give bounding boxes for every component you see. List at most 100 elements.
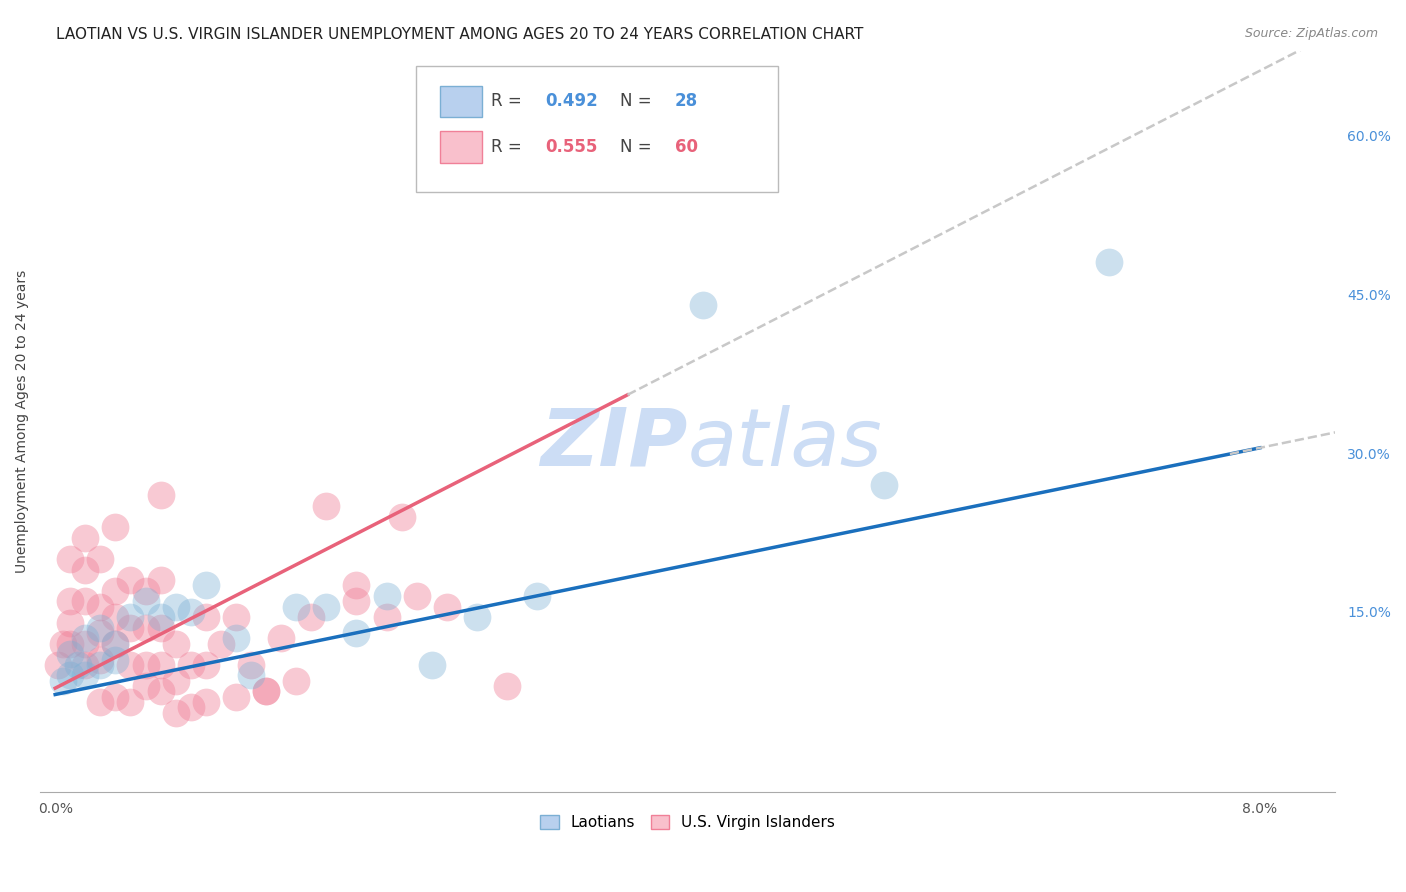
Point [315, 599, 337, 614]
Text: R =: R = [491, 92, 527, 110]
Text: 0.492: 0.492 [546, 92, 598, 110]
Point [104, 520, 127, 534]
Point [405, 589, 427, 603]
Point [344, 594, 367, 608]
Point [165, 673, 187, 688]
Point [75, 563, 97, 577]
Point [104, 637, 127, 651]
Text: R =: R = [491, 138, 527, 156]
Point [75, 632, 97, 646]
Point [52, 673, 75, 688]
Point [149, 573, 172, 587]
Point [89, 652, 111, 666]
Point [254, 684, 277, 698]
Point [75, 657, 97, 672]
Point [344, 626, 367, 640]
Point [89, 695, 111, 709]
Point [52, 637, 75, 651]
Point [375, 589, 398, 603]
Point [104, 610, 127, 624]
Point [120, 573, 142, 587]
Point [436, 599, 458, 614]
Point [149, 488, 172, 502]
Point [180, 605, 202, 619]
Point [149, 657, 172, 672]
Point [225, 610, 247, 624]
Text: 28: 28 [675, 92, 697, 110]
Point [59, 615, 82, 630]
Point [285, 599, 308, 614]
Point [75, 594, 97, 608]
Point [165, 599, 187, 614]
Text: N =: N = [620, 92, 657, 110]
Point [194, 657, 217, 672]
Point [165, 706, 187, 720]
Point [59, 668, 82, 682]
Point [149, 610, 172, 624]
Point [135, 621, 157, 635]
Point [375, 610, 398, 624]
Point [254, 684, 277, 698]
Text: LAOTIAN VS U.S. VIRGIN ISLANDER UNEMPLOYMENT AMONG AGES 20 TO 24 YEARS CORRELATI: LAOTIAN VS U.S. VIRGIN ISLANDER UNEMPLOY… [56, 27, 863, 42]
Point [59, 637, 82, 651]
Text: 60: 60 [675, 138, 697, 156]
Point [315, 499, 337, 513]
Point [225, 632, 247, 646]
Text: Source: ZipAtlas.com: Source: ZipAtlas.com [1244, 27, 1378, 40]
Point [526, 589, 548, 603]
Point [225, 690, 247, 704]
Point [194, 610, 217, 624]
Point [89, 599, 111, 614]
Point [75, 637, 97, 651]
Point [194, 578, 217, 592]
Point [180, 657, 202, 672]
Point [135, 594, 157, 608]
Point [149, 621, 172, 635]
Point [89, 552, 111, 566]
Point [165, 637, 187, 651]
Point [299, 610, 322, 624]
Point [89, 621, 111, 635]
Point [285, 673, 308, 688]
Text: 0.555: 0.555 [546, 138, 598, 156]
Point [120, 610, 142, 624]
Point [104, 690, 127, 704]
Point [270, 632, 292, 646]
Point [59, 552, 82, 566]
Point [194, 695, 217, 709]
Point [120, 657, 142, 672]
Point [209, 637, 232, 651]
FancyBboxPatch shape [416, 65, 779, 192]
Point [872, 478, 894, 492]
Point [59, 594, 82, 608]
Point [120, 621, 142, 635]
Point [149, 684, 172, 698]
Text: ZIP: ZIP [540, 405, 688, 483]
Point [104, 637, 127, 651]
Point [104, 583, 127, 598]
Point [239, 668, 262, 682]
Point [75, 531, 97, 545]
Point [239, 657, 262, 672]
Point [120, 695, 142, 709]
Point [692, 298, 714, 312]
Point [344, 578, 367, 592]
Point [59, 648, 82, 662]
Point [135, 679, 157, 693]
Point [89, 626, 111, 640]
Point [135, 583, 157, 598]
FancyBboxPatch shape [440, 131, 482, 162]
Text: N =: N = [620, 138, 657, 156]
Point [721, 160, 744, 174]
Point [496, 679, 519, 693]
FancyBboxPatch shape [440, 86, 482, 117]
Point [89, 657, 111, 672]
Point [46, 657, 69, 672]
Point [135, 657, 157, 672]
Point [66, 657, 89, 672]
Point [1098, 255, 1121, 269]
Legend: Laotians, U.S. Virgin Islanders: Laotians, U.S. Virgin Islanders [534, 809, 841, 836]
Point [180, 700, 202, 714]
Y-axis label: Unemployment Among Ages 20 to 24 years: Unemployment Among Ages 20 to 24 years [15, 269, 30, 573]
Text: atlas: atlas [688, 405, 883, 483]
